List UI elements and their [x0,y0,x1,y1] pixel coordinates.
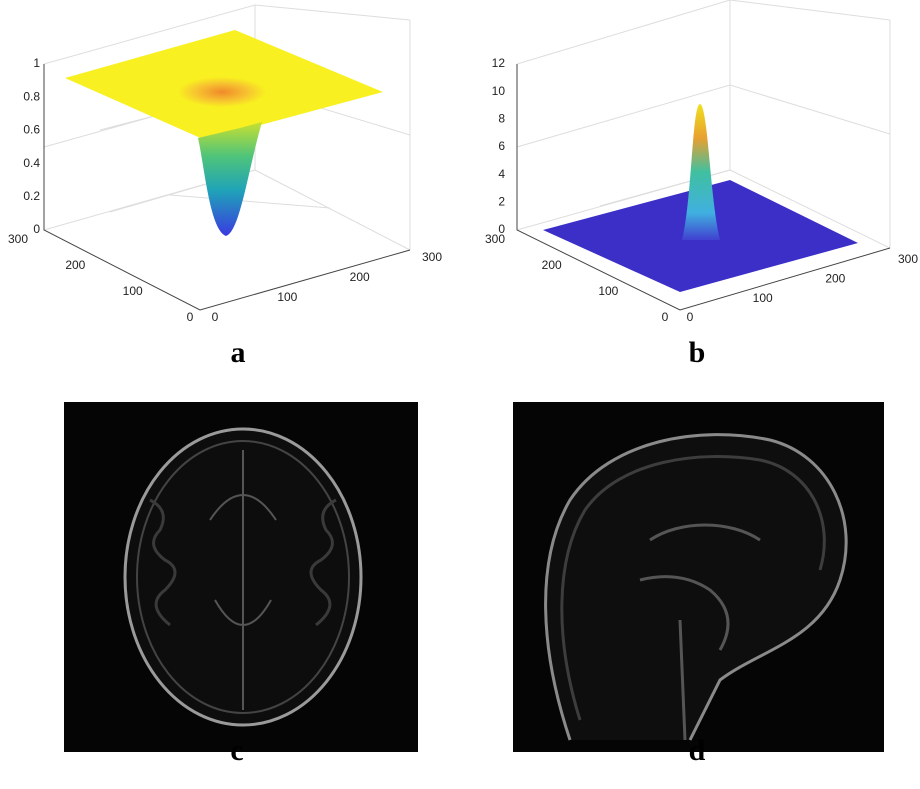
plot-box [44,5,410,310]
surface-peak [682,104,720,240]
z-tick-label: 1 [33,56,40,70]
z-tick-label: 4 [498,167,505,181]
x-tick-label: 300 [898,252,918,266]
z-tick-label: 6 [498,139,505,153]
panel-label: c [230,734,243,767]
plot-box [517,0,890,310]
surface-dip [178,77,266,107]
z-tick-label: 10 [492,84,506,98]
z-tick-label: 0.2 [23,189,40,203]
mri-axial [64,402,418,752]
y-tick-label: 300 [8,232,28,246]
y-tick-label: 100 [123,284,143,298]
y-tick-label: 300 [485,232,505,246]
figure: a00.20.40.60.8101002003000100200300b0246… [0,0,920,789]
panel-label: b [689,336,706,369]
x-tick-label: 100 [753,291,773,305]
y-tick-label: 200 [65,258,85,272]
x-tick-label: 200 [350,270,370,284]
z-tick-label: 0 [33,222,40,236]
y-tick-label: 200 [542,258,562,272]
z-tick-label: 12 [492,56,506,70]
z-tick-label: 0.4 [23,156,40,170]
mri-sagittal [513,402,884,752]
x-tick-label: 200 [825,272,845,286]
z-tick-label: 0.6 [23,123,40,137]
y-tick-label: 100 [598,284,618,298]
x-tick-label: 0 [687,310,694,324]
z-tick-label: 0.8 [23,89,40,103]
z-tick-label: 8 [498,112,505,126]
z-tick-label: 2 [498,195,505,209]
surface-funnel [198,122,262,236]
y-tick-label: 0 [187,310,194,324]
x-tick-label: 300 [422,250,442,264]
panel-label: a [231,336,246,369]
panel-label: d [689,734,706,767]
x-tick-label: 0 [212,310,219,324]
x-tick-label: 100 [277,290,297,304]
y-tick-label: 0 [662,310,669,324]
